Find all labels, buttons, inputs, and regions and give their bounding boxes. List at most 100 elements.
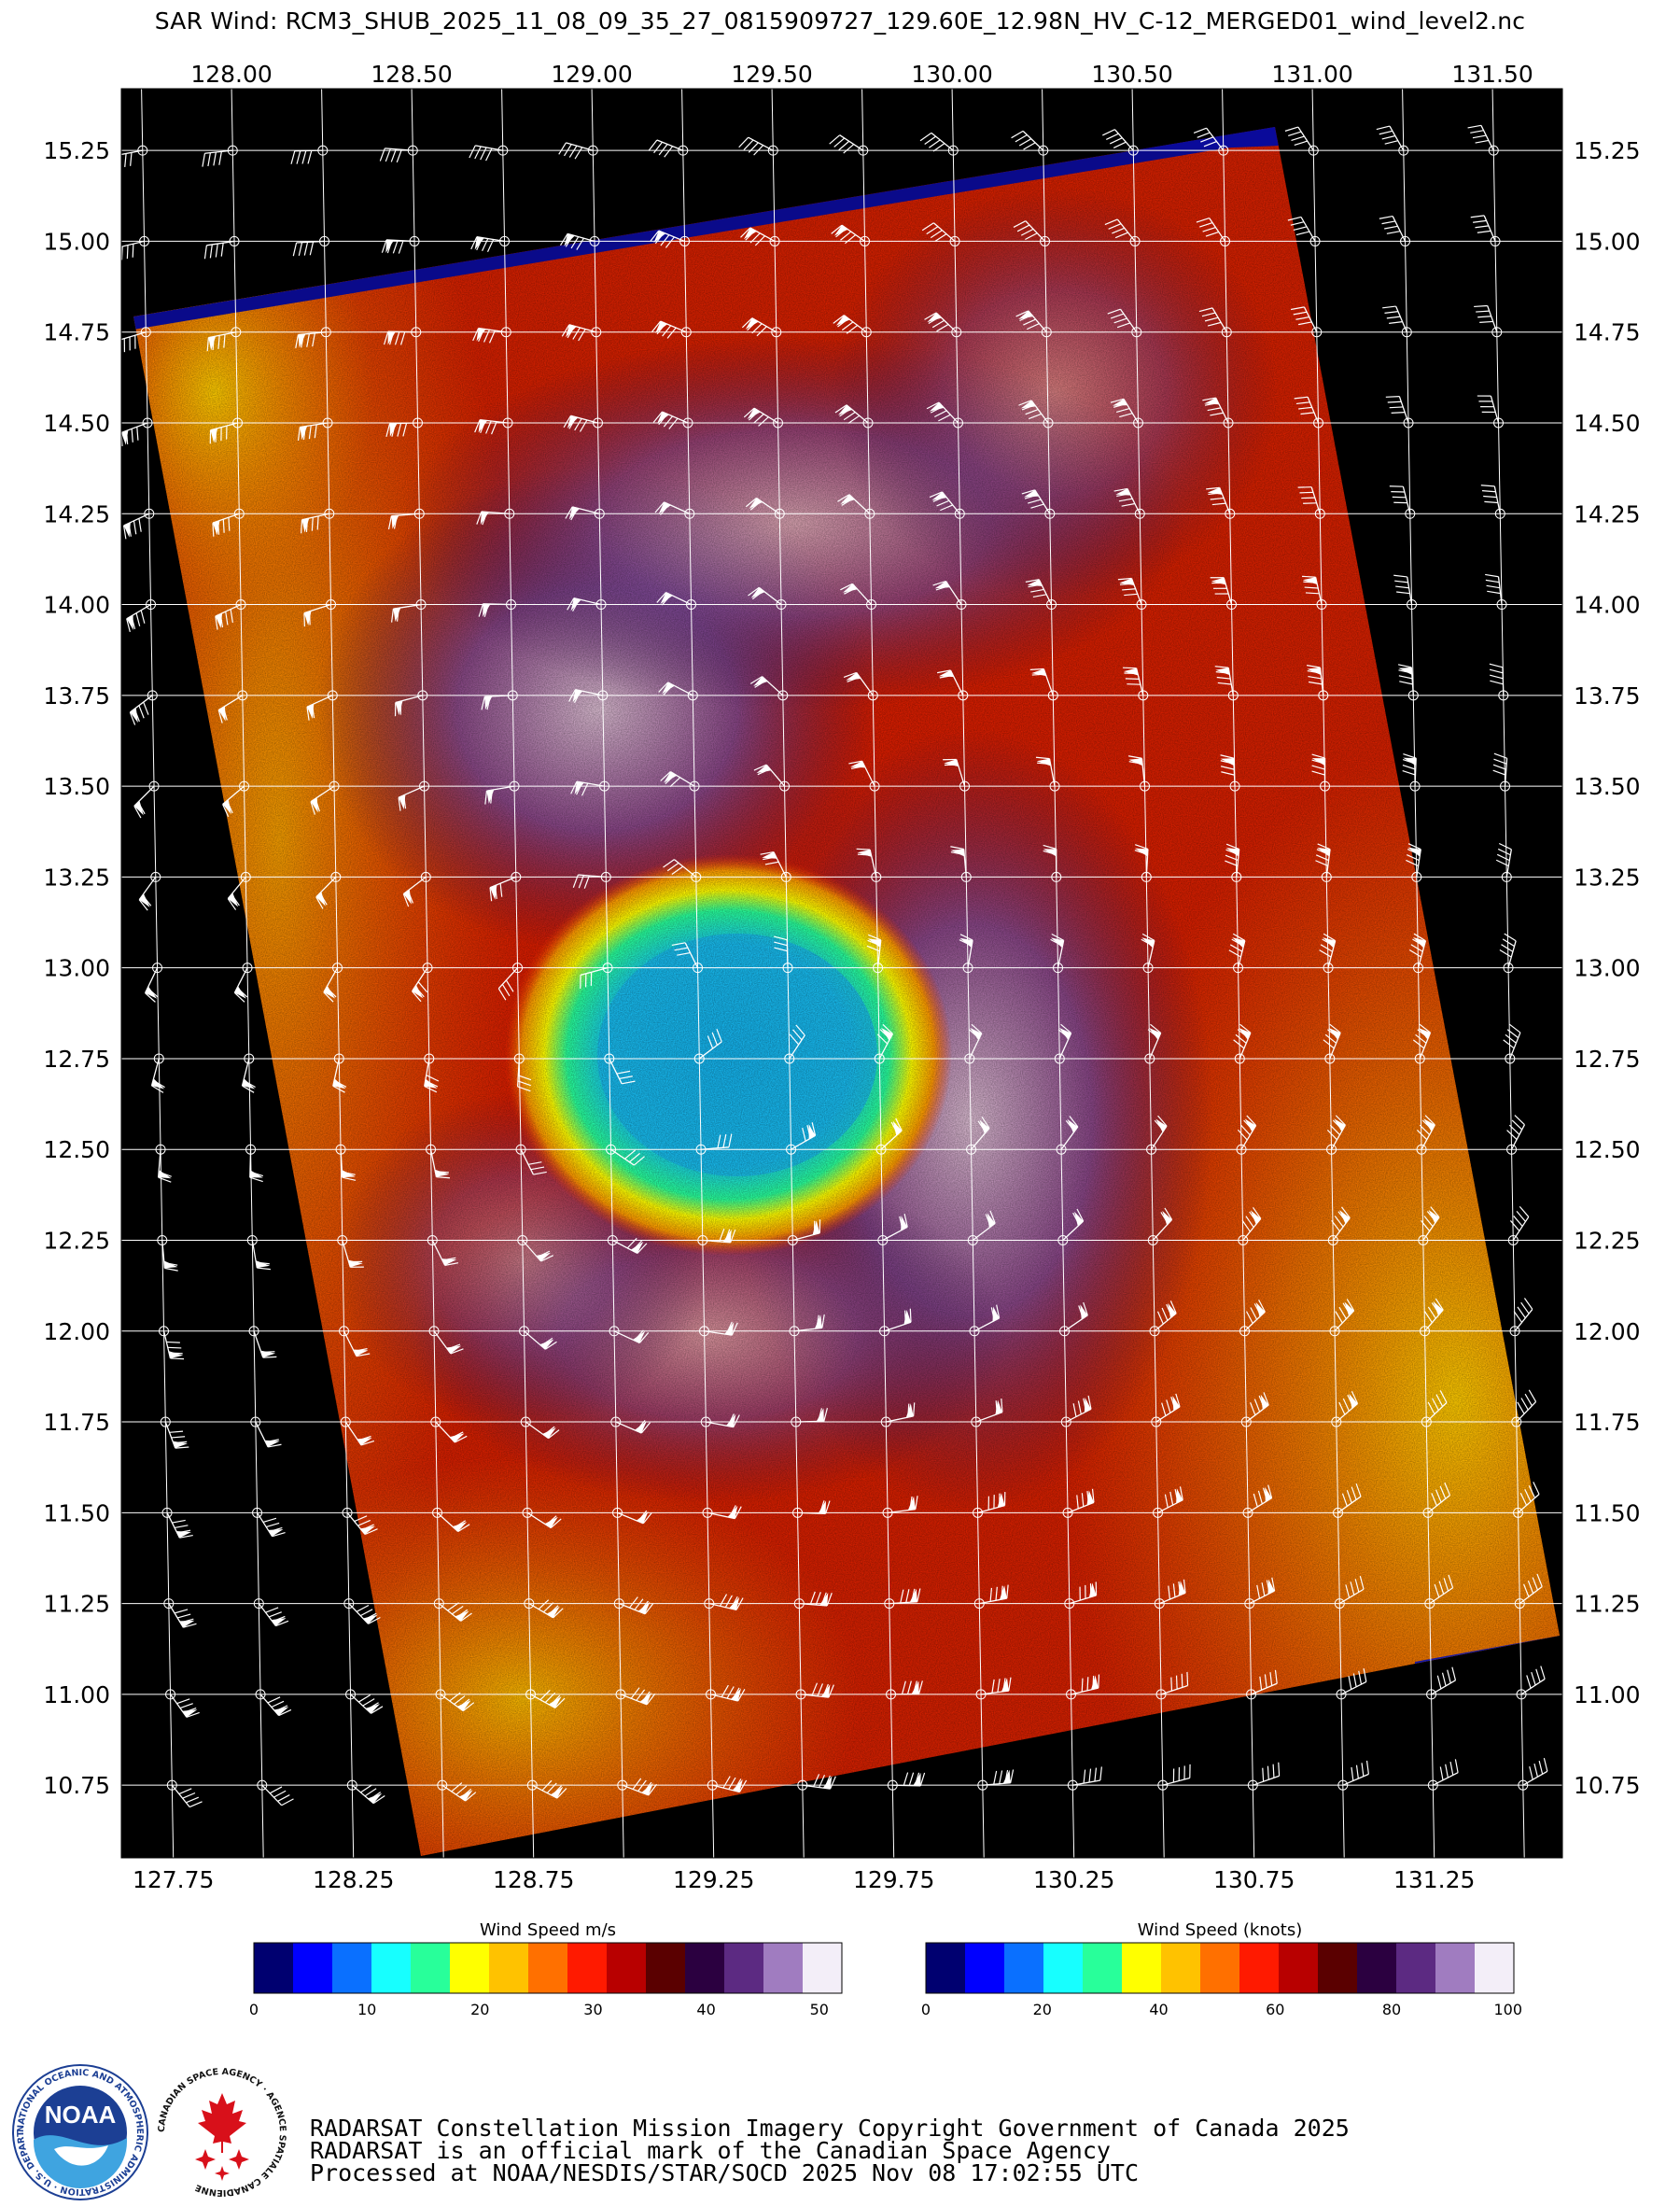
barb-feather bbox=[119, 155, 120, 168]
barb-feather bbox=[1388, 401, 1402, 402]
colorbar-band bbox=[411, 1943, 451, 1993]
top-lon-tick-label: 130.50 bbox=[1091, 61, 1172, 88]
top-lon-tick-label: 130.00 bbox=[911, 61, 992, 88]
colorbar-band bbox=[1004, 1943, 1044, 1993]
colorbar-band bbox=[528, 1943, 568, 1993]
barb-feather bbox=[122, 246, 123, 260]
colorbar-band bbox=[371, 1943, 412, 1993]
left-latitude-ticks: 15.2515.0014.7514.5014.2514.0013.7513.50… bbox=[43, 137, 110, 1799]
colorbar-band bbox=[763, 1943, 804, 1993]
barb-feather bbox=[117, 247, 118, 261]
noaa-wordmark: NOAA bbox=[45, 2101, 117, 2129]
right-lat-tick-label: 13.25 bbox=[1574, 864, 1641, 891]
colorbar-band bbox=[1083, 1943, 1123, 1993]
wind-barb bbox=[390, 423, 418, 424]
credit-line: Processed at NOAA/NESDIS/STAR/SOCD 2025 … bbox=[310, 2162, 1350, 2185]
left-lat-tick-label: 14.75 bbox=[43, 319, 110, 346]
barb-feather bbox=[223, 519, 224, 533]
bottom-longitude-ticks: 127.75 128.25 128.75 129.25 129.75 130.25 130.… bbox=[133, 1866, 1475, 1893]
barb-feather bbox=[857, 849, 871, 850]
colorbar-tick-label: 50 bbox=[810, 2001, 829, 2018]
right-lat-tick-label: 10.75 bbox=[1574, 1772, 1641, 1799]
right-lat-tick-label: 13.50 bbox=[1574, 773, 1641, 800]
bottom-lon-tick-label: 130.75 bbox=[1213, 1866, 1295, 1893]
colorbar-tick-label: 20 bbox=[470, 2001, 489, 2018]
colorbar-band bbox=[1200, 1943, 1240, 1993]
colorbar-band bbox=[926, 1943, 966, 1993]
colorbar-band bbox=[489, 1943, 529, 1993]
colorbar-band bbox=[1396, 1943, 1436, 1993]
left-lat-tick-label: 12.00 bbox=[43, 1318, 110, 1345]
colorbar-band bbox=[1043, 1943, 1084, 1993]
colorbar-tick-label: 100 bbox=[1493, 2001, 1522, 2018]
left-lat-tick-label: 11.50 bbox=[43, 1499, 110, 1526]
barb-feather bbox=[1267, 1766, 1268, 1780]
bottom-lon-tick-label: 131.25 bbox=[1393, 1866, 1475, 1893]
right-lat-tick-label: 14.75 bbox=[1574, 319, 1641, 346]
top-lon-tick-label: 131.00 bbox=[1271, 61, 1352, 88]
left-lat-tick-label: 11.75 bbox=[43, 1409, 110, 1436]
colorbar-band bbox=[724, 1943, 764, 1993]
right-lat-tick-label: 11.25 bbox=[1574, 1591, 1641, 1618]
colorbar-band bbox=[646, 1943, 686, 1993]
top-lon-tick-label: 131.50 bbox=[1451, 61, 1533, 88]
colorbar-band bbox=[1357, 1943, 1397, 1993]
right-lat-tick-label: 14.25 bbox=[1574, 500, 1641, 527]
top-lon-tick-label: 129.00 bbox=[551, 61, 632, 88]
barb-feather bbox=[1126, 679, 1140, 680]
colorbar-tick-label: 10 bbox=[357, 2001, 376, 2018]
right-lat-tick-label: 14.00 bbox=[1574, 592, 1641, 619]
colorbar-band bbox=[1318, 1943, 1358, 1993]
colorbar-knots-title: Wind Speed (knots) bbox=[1138, 1920, 1302, 1940]
left-lat-tick-label: 11.00 bbox=[43, 1681, 110, 1708]
left-lat-tick-label: 13.75 bbox=[43, 682, 110, 710]
credits-block: RADARSAT Constellation Mission Imagery C… bbox=[310, 2117, 1350, 2185]
colorbar-band bbox=[332, 1943, 372, 1993]
colorbar-band bbox=[293, 1943, 333, 1993]
colorbar-band bbox=[567, 1943, 608, 1993]
barb-feather bbox=[171, 1358, 185, 1359]
colorbar-ms: Wind Speed m/s 0 10 20 30 40 50 bbox=[249, 1920, 843, 2018]
colorbar-band bbox=[1122, 1943, 1162, 1993]
bottom-lon-tick-label: 127.75 bbox=[133, 1866, 214, 1893]
barb-feather bbox=[1386, 397, 1400, 398]
top-longitude-ticks: 128.00 128.50 129.00 129.50 130.00 130.50 131.… bbox=[190, 61, 1533, 88]
bottom-lon-tick-label: 129.75 bbox=[853, 1866, 934, 1893]
bottom-lon-tick-label: 129.25 bbox=[673, 1866, 754, 1893]
barb-feather bbox=[1390, 407, 1404, 408]
left-lat-tick-label: 14.00 bbox=[43, 592, 110, 619]
colorbar-band bbox=[1475, 1943, 1515, 1993]
right-lat-tick-label: 12.50 bbox=[1574, 1136, 1641, 1163]
right-lat-tick-label: 12.00 bbox=[1574, 1318, 1641, 1345]
barb-feather bbox=[1171, 1678, 1172, 1692]
bottom-lon-tick-label: 130.25 bbox=[1033, 1866, 1114, 1893]
right-latitude-ticks: 15.2515.0014.7514.5014.2514.0013.7513.50… bbox=[1574, 137, 1641, 1799]
colorbar-band bbox=[1279, 1943, 1319, 1993]
barb-feather bbox=[1087, 1677, 1088, 1691]
right-lat-tick-label: 11.50 bbox=[1574, 1499, 1641, 1526]
right-lat-tick-label: 15.25 bbox=[1574, 137, 1641, 164]
colorbar-ms-title: Wind Speed m/s bbox=[480, 1920, 616, 1940]
left-lat-tick-label: 15.25 bbox=[43, 137, 110, 164]
right-lat-tick-label: 12.75 bbox=[1574, 1046, 1641, 1073]
right-lat-tick-label: 13.00 bbox=[1574, 955, 1641, 982]
barb-feather bbox=[114, 156, 115, 169]
wind-barb bbox=[1503, 668, 1504, 696]
left-lat-tick-label: 12.50 bbox=[43, 1136, 110, 1163]
top-lon-tick-label: 129.50 bbox=[731, 61, 812, 88]
left-lat-tick-label: 14.50 bbox=[43, 410, 110, 437]
barb-feather bbox=[127, 246, 128, 260]
right-lat-tick-label: 11.00 bbox=[1574, 1681, 1641, 1708]
colorbar-tick-label: 0 bbox=[921, 2001, 931, 2018]
colorbar-tick-label: 0 bbox=[249, 2001, 259, 2018]
colorbar-band bbox=[1435, 1943, 1476, 1993]
colorbar-tick-label: 30 bbox=[583, 2001, 602, 2018]
right-lat-tick-label: 12.25 bbox=[1574, 1228, 1641, 1255]
barb-feather bbox=[1279, 1763, 1280, 1777]
wind-barb bbox=[787, 940, 788, 968]
bottom-lon-tick-label: 128.75 bbox=[493, 1866, 574, 1893]
right-lat-tick-label: 14.50 bbox=[1574, 410, 1641, 437]
colorbar-knots: Wind Speed (knots) 0 20 40 60 80 100 bbox=[921, 1920, 1522, 2018]
colorbar-tick-label: 80 bbox=[1382, 2001, 1401, 2018]
